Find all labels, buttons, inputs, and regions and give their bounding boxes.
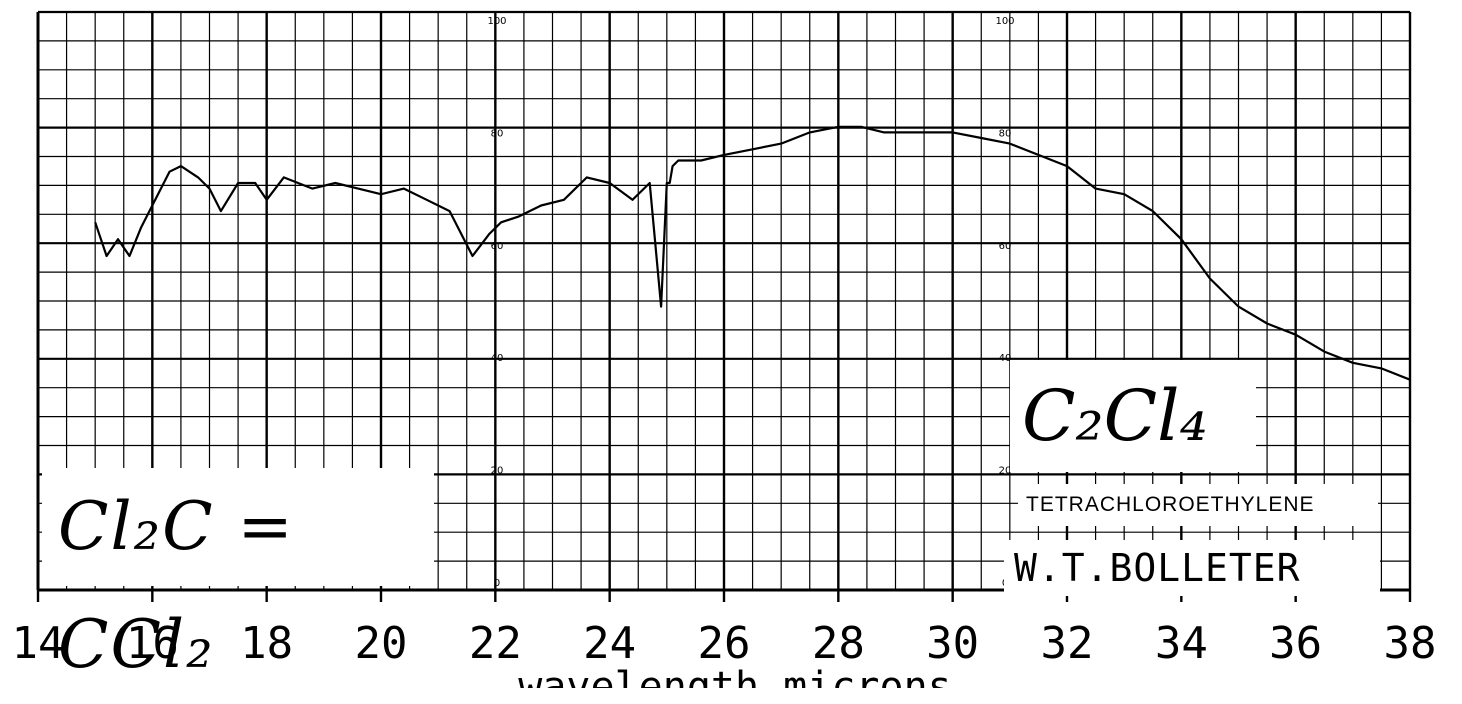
y-tick-label: 100 [995, 16, 1014, 27]
x-tick-label: 30 [926, 618, 979, 669]
y-tick-label: 40 [999, 353, 1012, 364]
y-tick-label: 0 [494, 578, 500, 589]
y-tick-label: 20 [491, 466, 504, 477]
structural-formula: Cl₂C = CCl₂ [58, 488, 295, 683]
x-axis-label: wavelength microns [518, 664, 951, 688]
y-tick-label: 20 [999, 466, 1012, 477]
x-tick-label: 26 [698, 618, 751, 669]
molecular-formula-box: C₂Cl₄ [1010, 360, 1256, 472]
x-tick-label: 36 [1269, 618, 1322, 669]
x-tick-label: 16 [126, 618, 179, 669]
x-tick-label: 24 [583, 618, 636, 669]
compound-name: TETRACHLOROETHYLENE [1026, 493, 1315, 516]
molecular-formula: C₂Cl₄ [1022, 375, 1208, 457]
y-tick-label: 60 [999, 241, 1012, 252]
x-tick-label: 22 [469, 618, 522, 669]
structural-formula-box: Cl₂C = CCl₂ [42, 468, 434, 683]
compound-name-box: TETRACHLOROETHYLENE [1018, 484, 1378, 526]
spectrum-chart: 020406080100020406080100 141618202224262… [12, 10, 1437, 688]
author-box: W.T.BOLLETER [1004, 540, 1380, 596]
x-tick-label: 18 [240, 618, 293, 669]
y-tick-label: 100 [487, 16, 506, 27]
x-tick-label: 28 [812, 618, 865, 669]
y-tick-label: 40 [491, 353, 504, 364]
x-tick-label: 32 [1041, 618, 1094, 669]
y-tick-label: 80 [999, 128, 1012, 139]
x-tick-label: 34 [1155, 618, 1208, 669]
x-tick-label: 14 [12, 618, 65, 669]
y-tick-label: 80 [491, 128, 504, 139]
spectrum-line [94, 125, 1411, 381]
y-tick-label: 60 [491, 241, 504, 252]
x-tick-label: 20 [355, 618, 408, 669]
x-tick-label: 38 [1384, 618, 1437, 669]
author-name: W.T.BOLLETER [1014, 546, 1301, 590]
x-tick-labels: 14 16 18 20 22 24 26 28 30 32 34 36 38 [12, 618, 1437, 669]
